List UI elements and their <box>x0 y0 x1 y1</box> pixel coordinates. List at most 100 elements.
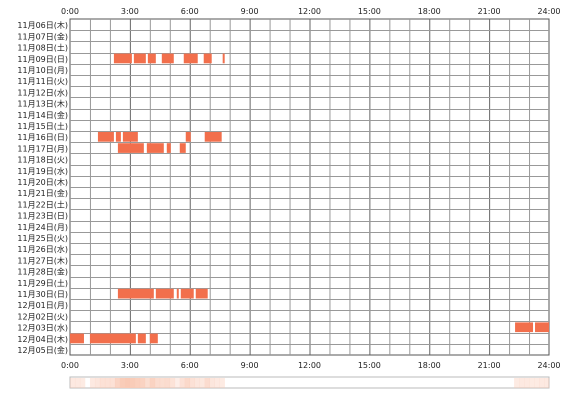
sleep-segment <box>203 53 212 64</box>
summary-cell <box>179 378 186 388</box>
row-label: 11月21日(金) <box>17 188 68 198</box>
summary-cell <box>149 378 156 388</box>
summary-frame <box>69 376 550 389</box>
summary-cell <box>524 378 530 388</box>
sleep-segment <box>161 53 174 64</box>
summary-cell <box>119 378 126 388</box>
sleep-segment <box>70 333 84 344</box>
sleep-segment <box>146 143 164 153</box>
x-tick-label-bottom: 6:00 <box>181 361 199 370</box>
row-label: 11月29日(土) <box>17 278 68 288</box>
summary-cell <box>74 378 81 388</box>
summary-cell <box>519 378 525 388</box>
sleep-segment <box>222 53 225 64</box>
row-label: 11月14日(金) <box>17 110 68 120</box>
x-tick-label-bottom: 21:00 <box>478 361 501 370</box>
segments-layer <box>70 53 549 344</box>
x-tick-label-bottom: 3:00 <box>121 361 139 370</box>
summary-cell <box>204 378 211 388</box>
row-label: 11月17日(月) <box>17 144 68 153</box>
row-label: 11月12日(水) <box>17 87 68 97</box>
summary-cell <box>89 378 96 388</box>
sleep-segment <box>89 333 136 344</box>
row-label: 12月04日(木) <box>17 334 68 344</box>
sleep-segment <box>155 288 174 299</box>
summary-cell <box>539 378 545 388</box>
labels-layer: 0:00 0:00 3:00 3:00 6:00 6:00 9:00 9:00 12:00 12:… <box>17 7 560 370</box>
sleep-segment <box>204 132 222 142</box>
row-label: 11月15日(土) <box>17 121 68 131</box>
summary-cell <box>99 378 106 388</box>
summary-cell <box>124 378 131 388</box>
summary-cell <box>219 378 225 388</box>
summary-cell <box>114 378 121 388</box>
x-tick-label-top: 0:00 <box>61 7 79 16</box>
summary-cell <box>544 378 550 388</box>
sleep-segment <box>122 132 138 142</box>
summary-cell <box>154 378 161 388</box>
x-tick-label-top: 24:00 <box>537 7 560 16</box>
x-tick-label-top: 9:00 <box>241 7 259 16</box>
summary-cell <box>184 378 191 388</box>
row-label: 11月30日(日) <box>17 290 68 299</box>
summary-cell <box>129 378 136 388</box>
summary-cell <box>174 378 181 388</box>
sleep-segment <box>117 143 144 153</box>
summary-cell <box>134 378 141 388</box>
summary-cell <box>159 378 166 388</box>
sleep-segment <box>183 53 198 64</box>
row-label: 11月18日(火) <box>17 156 68 165</box>
summary-cell <box>214 378 220 388</box>
sleep-segment <box>117 288 154 299</box>
row-label: 11月20日(木) <box>17 177 68 187</box>
summary-cell <box>194 378 201 388</box>
sleep-segment <box>97 132 114 142</box>
row-label: 11月28日(金) <box>17 267 68 277</box>
summary-cell <box>209 378 215 388</box>
row-label: 12月05日(金) <box>17 345 68 355</box>
summary-cell <box>199 378 206 388</box>
sleep-segment <box>166 143 171 153</box>
row-label: 11月09日(日) <box>17 55 68 64</box>
row-label: 11月27日(木) <box>17 255 68 265</box>
row-label: 11月10日(月) <box>17 66 68 75</box>
row-label: 11月13日(木) <box>17 99 68 109</box>
row-label: 11月08日(土) <box>17 43 68 53</box>
row-label: 11月23日(日) <box>17 212 68 221</box>
sleep-segment <box>149 333 158 344</box>
sleep-segment <box>180 288 194 299</box>
summary-cell <box>529 378 535 388</box>
sleep-segment <box>176 288 179 299</box>
summary-cell <box>189 378 196 388</box>
sleep-segment <box>137 333 146 344</box>
summary-cell <box>139 378 146 388</box>
sleep-segment <box>515 322 534 333</box>
x-tick-label-bottom: 18:00 <box>418 361 441 370</box>
sleep-segment <box>535 322 549 333</box>
row-label: 11月11日(火) <box>17 77 68 86</box>
x-tick-label-top: 12:00 <box>298 7 321 16</box>
sleep-segment <box>185 132 191 142</box>
row-label: 11月25日(火) <box>17 234 68 243</box>
sleep-segment <box>195 288 208 299</box>
summary-cell <box>144 378 151 388</box>
row-label: 11月07日(金) <box>17 31 68 41</box>
summary-cell <box>534 378 540 388</box>
x-tick-label-bottom: 9:00 <box>241 361 259 370</box>
x-tick-label-top: 15:00 <box>358 7 381 16</box>
grid-layer <box>69 18 550 356</box>
sleep-segment <box>115 132 121 142</box>
x-tick-label-bottom: 12:00 <box>298 361 321 370</box>
summary-cell <box>169 378 176 388</box>
x-tick-label-top: 3:00 <box>121 7 139 16</box>
summary-cell <box>164 378 171 388</box>
row-label: 12月02日(火) <box>17 312 68 321</box>
row-label: 11月24日(月) <box>17 223 68 232</box>
row-label: 11月06日(木) <box>17 20 68 30</box>
row-label: 11月19日(水) <box>17 166 68 176</box>
x-tick-label-bottom: 24:00 <box>537 361 560 370</box>
summary-cell <box>94 378 101 388</box>
summary-cell <box>79 378 86 388</box>
sleep-segment <box>147 53 156 64</box>
